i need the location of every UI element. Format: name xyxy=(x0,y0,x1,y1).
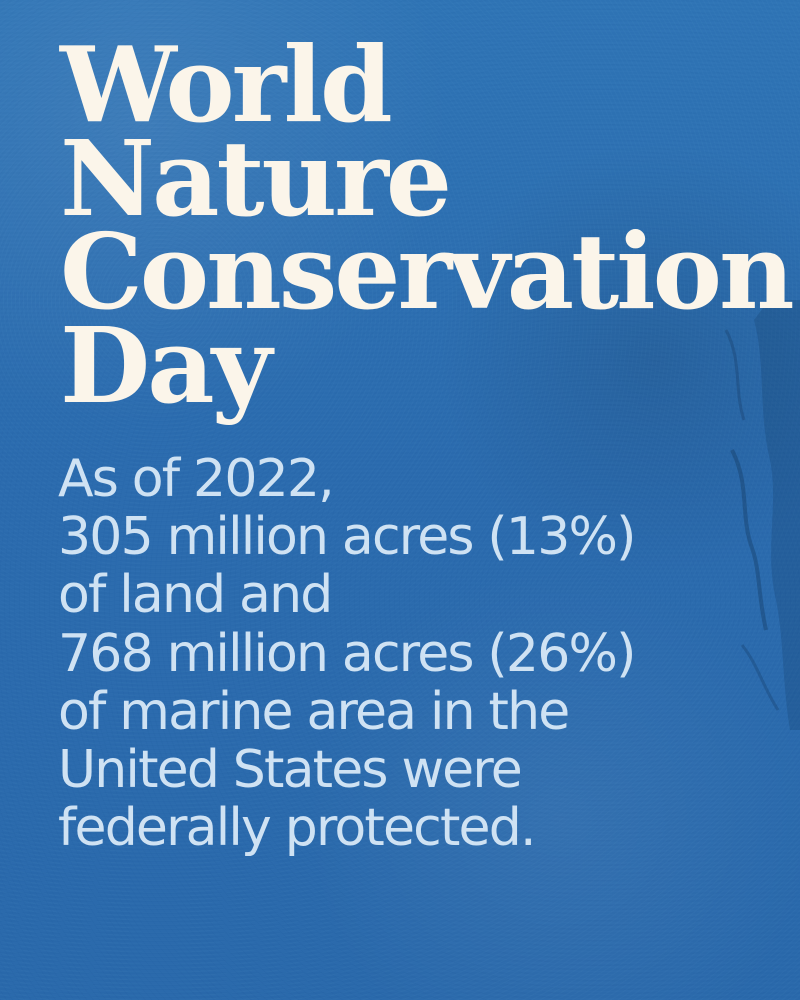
headline-line-nature: Nature xyxy=(60,116,452,240)
body-line-3: of land and xyxy=(58,565,333,626)
body-line-6: United States were xyxy=(58,740,523,801)
headline: World Nature Conservation Day xyxy=(60,23,795,427)
body-line-2: 305 million acres (13%) xyxy=(58,507,636,568)
headline-line-conservation: Conservation xyxy=(60,210,795,334)
body-line-4: 768 million acres (26%) xyxy=(58,623,636,684)
headline-line-day: Day xyxy=(60,303,272,427)
body-line-7: federally protected. xyxy=(58,798,537,859)
body-line-1: As of 2022, xyxy=(58,449,335,509)
statistic-paragraph: As of 2022, 305 million acres (13%) of l… xyxy=(58,450,748,858)
body-line-5: of marine area in the xyxy=(58,681,570,742)
headline-line-world: World xyxy=(60,23,393,146)
